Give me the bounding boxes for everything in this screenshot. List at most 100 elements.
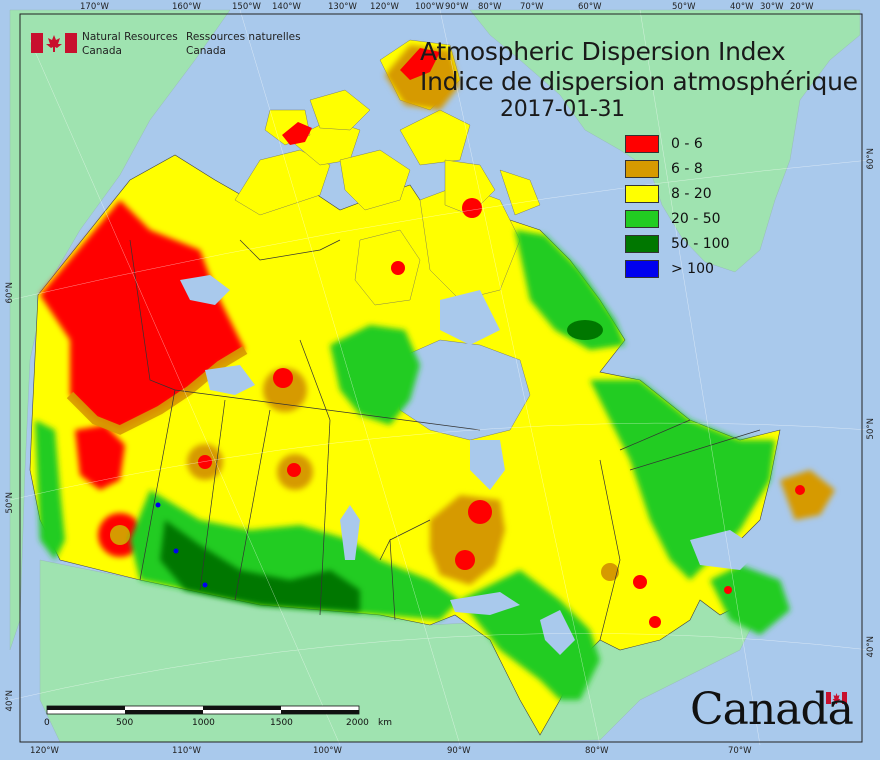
- legend-row: 20 - 50: [625, 209, 721, 229]
- zone-red-arctic-west: [282, 122, 312, 145]
- foxe-basin: [440, 290, 500, 345]
- scale-bar-unit: km: [378, 718, 392, 728]
- zone-dkgreen-baffin: [567, 320, 603, 340]
- tick-top: 160°W: [172, 2, 201, 12]
- tick-top: 140°W: [272, 2, 301, 12]
- legend-swatch: [625, 210, 659, 228]
- legend-swatch: [625, 235, 659, 253]
- zone-red-centre-nwt: [273, 368, 293, 388]
- tick-top: 20°W: [790, 2, 814, 12]
- lake-superior: [450, 592, 520, 615]
- agency-en-line1: Natural Resources: [82, 31, 178, 43]
- zone-red-quebec-2: [649, 616, 661, 628]
- zone-green-bc-coast: [35, 420, 65, 560]
- zone-red-quebec-1: [633, 575, 647, 589]
- zone-red-alberta: [198, 455, 212, 469]
- tick-top: 150°W: [232, 2, 261, 12]
- zone-red-yukon: [75, 425, 125, 490]
- tick-right: 60°N: [866, 148, 876, 170]
- tick-top: 30°W: [760, 2, 784, 12]
- james-bay: [470, 440, 505, 490]
- agency-signature-en: Natural Resources Canada: [82, 30, 178, 58]
- legend-swatch: [625, 260, 659, 278]
- scale-bar-tick-label: 1500: [270, 718, 293, 728]
- legend-label: 20 - 50: [671, 211, 721, 227]
- agency-fr-line2: Canada: [186, 45, 226, 57]
- gulf-st-lawrence: [690, 530, 760, 570]
- legend-label: 8 - 20: [671, 186, 712, 202]
- zone-red-newfoundland: [795, 485, 805, 495]
- scale-bar-tick-label: 2000: [346, 718, 369, 728]
- zone-blue-2: [202, 582, 208, 588]
- tick-top: 170°W: [80, 2, 109, 12]
- tick-bottom: 70°W: [728, 746, 752, 756]
- title-fr: Indice de dispersion atmosphérique: [420, 67, 858, 96]
- agency-en-line2: Canada: [82, 45, 122, 57]
- tick-bottom: 110°W: [172, 746, 201, 756]
- lake-huron: [540, 610, 575, 655]
- tick-top: 60°W: [578, 2, 602, 12]
- legend-label: 6 - 8: [671, 161, 703, 177]
- tick-right: 40°N: [866, 636, 876, 658]
- zone-red-arctic-east: [462, 198, 482, 218]
- tick-top: 130°W: [328, 2, 357, 12]
- legend-row: > 100: [625, 259, 714, 279]
- scale-bar-tick-label: 500: [116, 718, 134, 728]
- wordmark-flag-icon: [826, 692, 847, 704]
- zone-red-ellesmere: [400, 48, 440, 80]
- tick-bottom: 100°W: [313, 746, 342, 756]
- tick-left: 40°N: [5, 690, 15, 712]
- scale-bar-tick-label: 1000: [192, 718, 215, 728]
- zone-dkgreen-prairies: [160, 520, 360, 612]
- tick-top: 40°W: [730, 2, 754, 12]
- tick-bottom: 120°W: [30, 746, 59, 756]
- scale-bar-tick-label: 0: [44, 718, 50, 728]
- zone-orange-newfoundland: [780, 470, 835, 520]
- legend-label: 50 - 100: [671, 236, 730, 252]
- zone-green-keewatin: [330, 325, 420, 425]
- graticule: [9, 9, 871, 746]
- tick-top: 50°W: [672, 2, 696, 12]
- scale-bar: [46, 705, 360, 715]
- canada-flag-icon: [31, 33, 77, 53]
- canada-wordmark: Canada: [690, 684, 854, 735]
- zone-green-quebec: [590, 380, 775, 580]
- title-date: 2017-01-31: [500, 97, 625, 122]
- lake-winnipeg: [340, 505, 360, 560]
- zone-red-northwest: [40, 200, 245, 430]
- tick-top: 100°W: [415, 2, 444, 12]
- zone-blue-3: [155, 502, 161, 508]
- tick-bottom: 80°W: [585, 746, 609, 756]
- zone-red-ontario-2: [455, 550, 475, 570]
- alaska: [9, 9, 231, 651]
- zone-green-baffin: [515, 230, 625, 350]
- legend-swatch: [625, 135, 659, 153]
- tick-left: 60°N: [5, 282, 15, 304]
- zone-red-arctic-mid: [391, 261, 405, 275]
- zone-blue-1: [173, 548, 179, 554]
- tick-top: 90°W: [445, 2, 469, 12]
- tick-top: 80°W: [478, 2, 502, 12]
- tick-top: 70°W: [520, 2, 544, 12]
- tick-left: 50°N: [5, 492, 15, 514]
- title-en: Atmospheric Dispersion Index: [420, 37, 786, 66]
- agency-fr-line1: Ressources naturelles: [186, 31, 301, 43]
- legend-row: 6 - 8: [625, 159, 703, 179]
- legend-label: 0 - 6: [671, 136, 703, 152]
- zone-red-sask: [287, 463, 301, 477]
- zone-red-gaspe: [724, 586, 732, 594]
- greenland: [469, 9, 861, 273]
- zone-green-maritimes: [710, 565, 790, 635]
- legend-row: 8 - 20: [625, 184, 712, 204]
- zone-orange-ellesmere: [385, 45, 460, 110]
- tick-top: 120°W: [370, 2, 399, 12]
- legend-swatch: [625, 160, 659, 178]
- province-boundaries: [129, 239, 761, 641]
- map-frame: [19, 13, 863, 743]
- agency-signature-fr: Ressources naturelles Canada: [186, 30, 301, 58]
- zone-orange-quebec-1: [601, 563, 619, 581]
- great-slave-lake: [205, 365, 255, 395]
- zone-orange-ring-west: [66, 346, 248, 435]
- zone-orange-bc-core: [110, 525, 130, 545]
